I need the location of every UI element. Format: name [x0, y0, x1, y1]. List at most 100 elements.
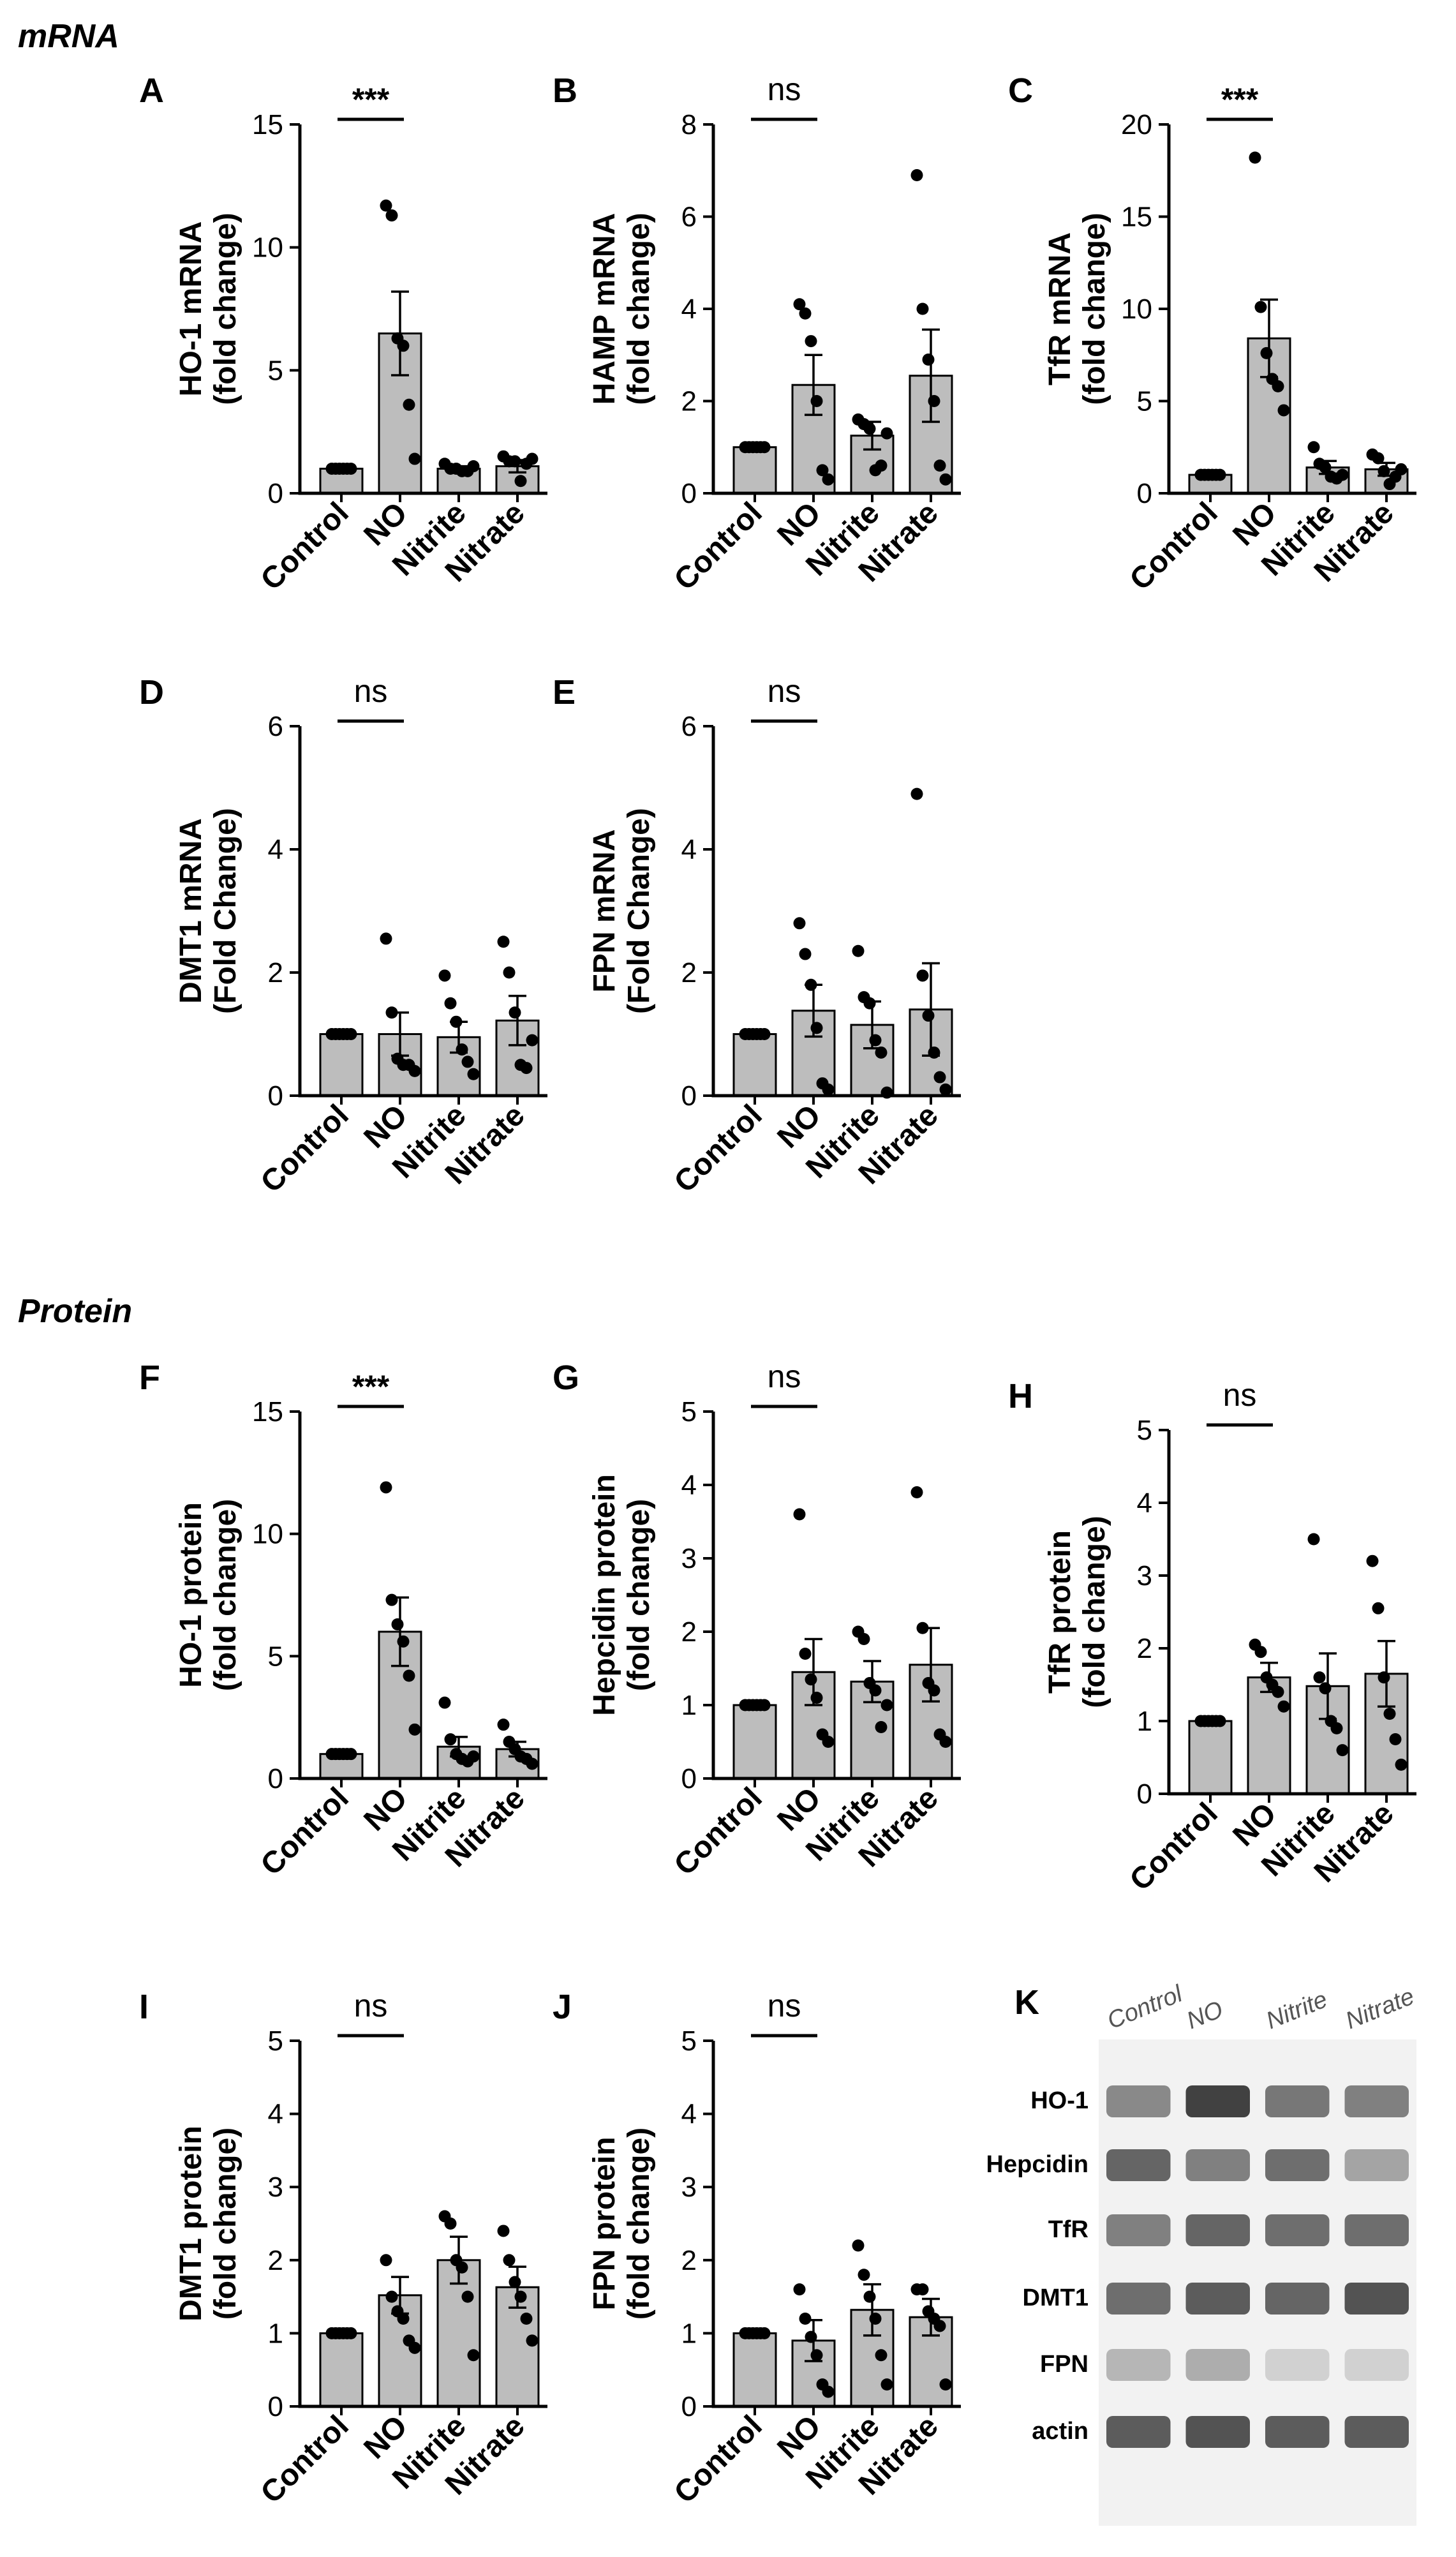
data-point	[933, 459, 946, 472]
data-point	[456, 2261, 468, 2274]
y-tick-label: 0	[681, 478, 697, 509]
data-point	[858, 1633, 870, 1645]
y-tick-label: 0	[1137, 1778, 1152, 1810]
data-point	[1395, 1758, 1408, 1771]
blot-band	[1185, 2085, 1250, 2117]
data-point	[345, 2327, 357, 2339]
y-axis-label-line1: DMT1 mRNA	[174, 818, 208, 1004]
x-tick-label-control: Control	[255, 496, 355, 597]
blot-column-label: Nitrate	[1342, 1983, 1418, 2034]
y-axis-label: FPN mRNA(Fold Change)	[588, 808, 656, 1014]
data-point	[793, 917, 806, 930]
data-point	[758, 2327, 771, 2339]
blot-row-label: Hepcidin	[986, 2151, 1088, 2178]
significance-label: ns	[354, 673, 388, 709]
bar-control	[732, 1704, 777, 1780]
data-point	[793, 2283, 806, 2296]
y-axis-label: DMT1 mRNA(Fold Change)	[174, 808, 242, 1014]
data-point	[939, 473, 952, 486]
data-point	[1319, 1682, 1332, 1695]
data-point	[816, 464, 829, 477]
data-point	[408, 2341, 421, 2354]
y-tick-label: 3	[1137, 1560, 1152, 1592]
significance-label: ***	[1221, 82, 1259, 117]
bar-control	[319, 1033, 364, 1097]
significance-label: ns	[768, 1359, 801, 1394]
blot-band	[1344, 2349, 1409, 2381]
blot-row-label: actin	[1032, 2418, 1088, 2445]
data-point	[526, 2334, 539, 2347]
y-axis-label-line1: Hepcidin protein	[588, 1474, 621, 1716]
blot-band	[1344, 2416, 1409, 2448]
blot-band	[1265, 2283, 1330, 2315]
x-tick-label-control: Control	[1124, 496, 1224, 597]
data-point	[875, 1046, 888, 1059]
blot-column-label: Control	[1104, 1980, 1187, 2034]
data-point	[805, 1673, 817, 1686]
data-point	[467, 1750, 480, 1763]
y-tick-label: 4	[268, 834, 283, 865]
data-point	[456, 1043, 468, 1056]
significance-label: ns	[768, 71, 801, 107]
blot-band	[1265, 2416, 1330, 2448]
bar-control	[319, 2332, 364, 2408]
y-tick-label: 3	[681, 2172, 697, 2203]
y-tick-label: 10	[1121, 294, 1152, 325]
y-axis-label-line1: FPN mRNA	[588, 829, 621, 992]
data-point	[345, 1748, 357, 1761]
data-point	[1378, 1671, 1390, 1684]
blot-band	[1265, 2349, 1330, 2381]
data-point	[880, 2378, 893, 2391]
significance-label: ns	[354, 1988, 388, 2024]
data-point	[916, 969, 929, 982]
y-axis-label-line2: (Fold Change)	[622, 808, 656, 1014]
blot-row-label: DMT1	[1023, 2285, 1088, 2311]
blot-band	[1344, 2214, 1409, 2246]
y-tick-label: 8	[681, 109, 697, 140]
data-point	[509, 1006, 521, 1019]
data-point	[380, 2254, 392, 2267]
data-point	[503, 2254, 516, 2267]
data-point	[799, 2312, 812, 2325]
y-tick-label: 15	[1121, 202, 1152, 233]
blot-band	[1185, 2283, 1250, 2315]
data-point	[875, 2349, 888, 2362]
y-axis-label: FPN protein(fold change)	[588, 2128, 656, 2320]
data-point	[397, 2312, 410, 2325]
y-tick-label: 4	[681, 834, 697, 865]
data-point	[758, 1699, 771, 1711]
y-axis-label-line2: (fold change)	[209, 212, 242, 405]
data-point	[1313, 1671, 1326, 1684]
data-point	[444, 1733, 457, 1746]
y-axis-label-line2: (fold change)	[209, 2128, 242, 2320]
y-axis-label-line2: (fold change)	[1078, 1516, 1111, 1708]
x-tick-label-control: Control	[255, 1781, 355, 1882]
axes	[1167, 124, 1416, 495]
data-point	[1272, 1685, 1284, 1698]
y-axis-label-line1: HO-1 mRNA	[174, 221, 208, 397]
y-tick-label: 15	[252, 109, 283, 140]
blot-band	[1185, 2149, 1250, 2181]
y-axis-label-line1: HAMP mRNA	[588, 213, 621, 405]
y-axis-label-line2: (fold change)	[209, 1499, 242, 1691]
blot-row-label: TfR	[1048, 2216, 1088, 2243]
data-point	[1372, 1602, 1385, 1614]
data-point	[869, 2312, 882, 2325]
data-point	[910, 787, 923, 800]
y-tick-label: 5	[681, 2025, 697, 2057]
data-point	[503, 966, 516, 979]
y-tick-label: 20	[1121, 109, 1152, 140]
data-point	[497, 2225, 510, 2237]
data-point	[805, 978, 817, 991]
data-point	[922, 353, 935, 366]
y-tick-label: 4	[268, 2099, 283, 2130]
data-point	[1395, 463, 1408, 475]
data-point	[391, 1618, 404, 1630]
y-tick-label: 2	[268, 2245, 283, 2276]
panel-letter: B	[553, 71, 577, 110]
